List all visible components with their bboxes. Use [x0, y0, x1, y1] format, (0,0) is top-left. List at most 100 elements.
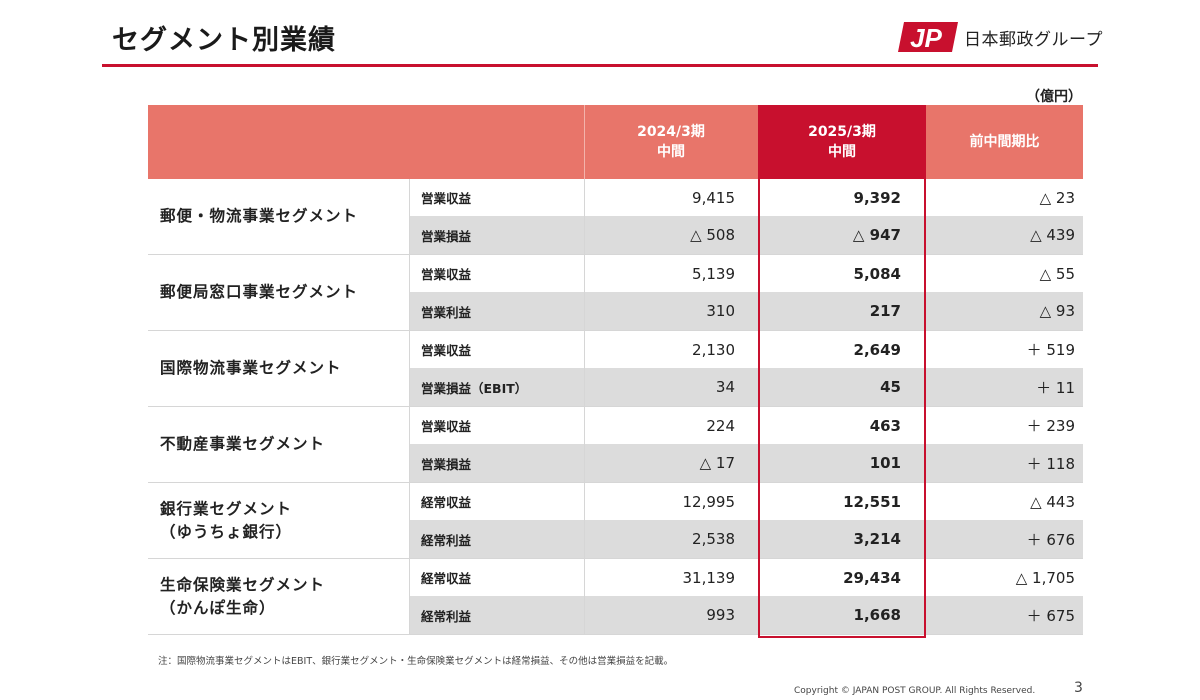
column-divider — [584, 520, 585, 558]
metric-label: 営業収益 — [421, 267, 472, 282]
segment-group: 生命保険業セグメント （かんぽ生命） 経常収益 31,139 29,434 △ 1,70… — [148, 559, 1083, 635]
jp-logo-icon: JP — [898, 22, 958, 52]
yoy-change: △ 1,705 — [1015, 568, 1075, 587]
current-value: 1,668 — [853, 606, 901, 624]
page-title: セグメント別業績 — [112, 25, 336, 56]
segment-group: 郵便・物流事業セグメント 営業収益 9,415 9,392 △ 23 営業損益 △ 508 △… — [148, 179, 1083, 255]
yoy-change: ＋ 118 — [1026, 454, 1075, 473]
column-divider — [409, 407, 410, 444]
header-current-period: 2025/3期 中間 — [758, 105, 926, 179]
current-value: 12,551 — [843, 492, 901, 511]
unit-label: （億円） — [1026, 89, 1082, 105]
segment-name: 銀行業セグメント （ゆうちょ銀行） — [160, 499, 293, 541]
column-divider — [584, 483, 585, 520]
current-value: 463 — [869, 416, 901, 435]
segment-name: 生命保険業セグメント （かんぽ生命） — [160, 575, 326, 617]
column-divider — [584, 179, 585, 216]
column-divider — [584, 368, 585, 406]
segment-name: 郵便局窓口事業セグメント — [160, 283, 359, 301]
segment-name: 郵便・物流事業セグメント — [160, 207, 359, 225]
prev-value: △ 508 — [690, 226, 735, 244]
current-value: 101 — [869, 454, 901, 472]
column-divider — [409, 255, 410, 292]
title-divider — [102, 64, 1098, 67]
yoy-change: ＋ 675 — [1026, 606, 1075, 625]
current-value: 45 — [880, 378, 901, 396]
table-row: 営業収益 9,415 9,392 △ 23 — [409, 179, 1083, 216]
column-divider — [409, 520, 410, 558]
table-row: 経常利益 993 1,668 ＋ 675 — [409, 596, 1083, 634]
current-value: 3,214 — [853, 530, 901, 548]
current-value: 9,392 — [853, 188, 901, 207]
metric-label: 営業損益 — [421, 228, 472, 244]
current-value: 2,649 — [853, 340, 901, 359]
column-divider — [584, 331, 585, 368]
table-row: 営業損益（EBIT） 34 45 ＋ 11 — [409, 368, 1083, 406]
table-row: 営業損益 △ 508 △ 947 △ 439 — [409, 216, 1083, 254]
column-divider — [584, 444, 585, 482]
yoy-change: △ 439 — [1030, 226, 1075, 244]
column-divider — [409, 483, 410, 520]
table-row: 営業損益 △ 17 101 ＋ 118 — [409, 444, 1083, 482]
prev-value: 993 — [706, 606, 735, 624]
yoy-change: △ 93 — [1039, 302, 1075, 320]
table-row: 経常収益 12,995 12,551 △ 443 — [409, 483, 1083, 520]
company-logo: JP 日本郵政グループ — [898, 20, 1103, 54]
column-divider — [409, 216, 410, 254]
table-body: 郵便・物流事業セグメント 営業収益 9,415 9,392 △ 23 営業損益 △ 508 △… — [148, 179, 1083, 635]
segment-name: 不動産事業セグメント — [160, 435, 326, 453]
current-value: △ 947 — [852, 226, 901, 244]
table-row: 営業収益 2,130 2,649 ＋ 519 — [409, 331, 1083, 368]
prev-value: △ 17 — [699, 454, 735, 472]
metric-label: 経常利益 — [421, 532, 472, 548]
column-divider — [584, 407, 585, 444]
current-period-highlight — [758, 105, 926, 638]
prev-value: 224 — [706, 416, 735, 435]
metric-label: 経常収益 — [421, 495, 472, 510]
prev-value: 9,415 — [692, 188, 735, 207]
column-divider — [409, 179, 410, 216]
current-value: 5,084 — [853, 264, 901, 283]
metric-label: 営業収益 — [421, 343, 472, 358]
column-divider — [584, 292, 585, 330]
metric-label: 営業収益 — [421, 191, 472, 206]
prev-value: 2,130 — [692, 340, 735, 359]
prev-value: 2,538 — [692, 530, 735, 548]
prev-value: 34 — [715, 378, 735, 396]
metric-label: 経常利益 — [421, 608, 472, 624]
metric-label: 経常収益 — [421, 571, 472, 586]
copyright: Copyright © JAPAN POST GROUP. All Rights… — [794, 686, 1036, 696]
segment-group: 国際物流事業セグメント 営業収益 2,130 2,649 ＋ 519 営業損益（EBIT）… — [148, 331, 1083, 407]
header-prev-period: 2024/3期 中間 — [637, 124, 705, 160]
yoy-change: ＋ 11 — [1036, 378, 1075, 397]
column-divider — [409, 559, 410, 596]
table-header: 2024/3期 中間 前中間期比 — [148, 105, 1083, 179]
yoy-change: △ 55 — [1039, 264, 1075, 283]
yoy-change: △ 23 — [1039, 188, 1075, 207]
metric-label: 営業損益（EBIT） — [421, 380, 528, 396]
metric-label: 営業損益 — [421, 456, 472, 472]
prev-value: 31,139 — [682, 568, 736, 587]
metric-label: 営業収益 — [421, 419, 472, 434]
metric-label: 営業利益 — [421, 304, 472, 320]
column-divider — [584, 216, 585, 254]
table-row: 営業利益 310 217 △ 93 — [409, 292, 1083, 330]
segment-group: 銀行業セグメント （ゆうちょ銀行） 経常収益 12,995 12,551 △ 443 経常… — [148, 483, 1083, 559]
logo-text: 日本郵政グループ — [964, 29, 1103, 50]
yoy-change: ＋ 519 — [1026, 341, 1075, 359]
header-divider — [584, 105, 585, 179]
column-divider — [409, 292, 410, 330]
table-row: 営業収益 224 463 ＋ 239 — [409, 407, 1083, 444]
column-divider — [409, 331, 410, 368]
column-divider — [584, 255, 585, 292]
column-divider — [584, 596, 585, 634]
column-divider — [409, 596, 410, 634]
yoy-change: ＋ 676 — [1026, 530, 1075, 549]
header-yoy: 前中間期比 — [969, 134, 1040, 150]
column-divider — [409, 368, 410, 406]
table-row: 経常利益 2,538 3,214 ＋ 676 — [409, 520, 1083, 558]
segment-group: 不動産事業セグメント 営業収益 224 463 ＋ 239 営業損益 △ 17 101 ＋ 11… — [148, 407, 1083, 483]
segment-group: 郵便局窓口事業セグメント 営業収益 5,139 5,084 △ 55 営業利益 310 217… — [148, 255, 1083, 331]
page-number: 3 — [1074, 680, 1083, 696]
current-value: 217 — [869, 302, 901, 320]
